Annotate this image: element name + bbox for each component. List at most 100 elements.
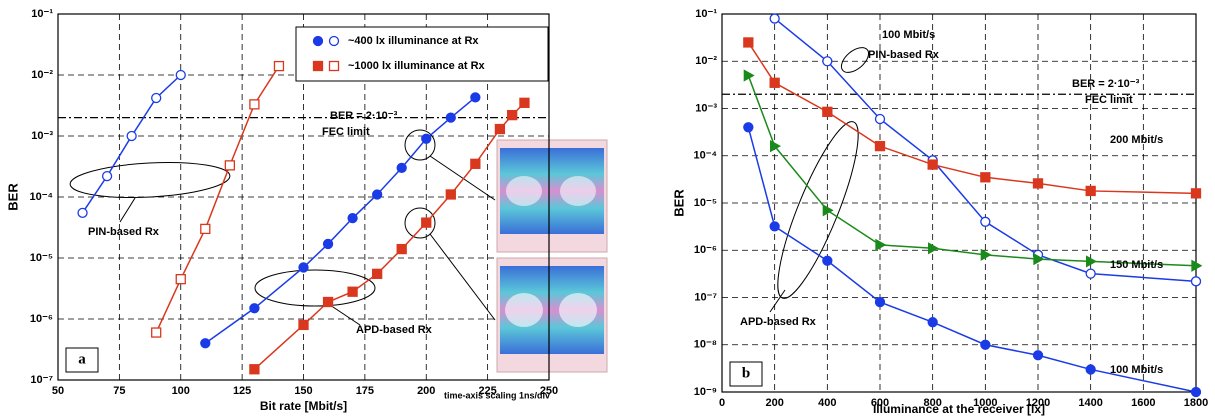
marker: [928, 318, 937, 327]
marker: [373, 190, 382, 199]
series-label: 150 Mbit/s: [1110, 259, 1163, 271]
marker: [744, 123, 753, 132]
marker: [201, 339, 210, 348]
marker: [823, 256, 832, 265]
eye-opening: [559, 293, 597, 327]
series-label: 100 Mbit/s: [1110, 364, 1163, 376]
series-line: [156, 66, 279, 332]
marker: [744, 70, 753, 80]
y-tick-label: 10⁻³: [695, 102, 717, 114]
marker: [348, 287, 357, 296]
marker: [446, 113, 455, 122]
marker: [981, 217, 990, 226]
marker: [152, 328, 161, 337]
marker: [770, 222, 779, 231]
marker: [127, 132, 136, 141]
x-tick-label: 200: [417, 385, 435, 397]
marker: [1034, 179, 1043, 188]
marker: [495, 125, 504, 134]
x-axis-label: Illuminance at the receiver [lx]: [873, 402, 1045, 416]
marker: [929, 243, 938, 253]
marker: [1192, 277, 1201, 286]
marker: [299, 320, 308, 329]
annotation: APD-based Rx: [740, 316, 817, 328]
marker: [823, 205, 832, 215]
y-tick-label: 10⁻²: [695, 55, 717, 67]
x-tick-label: 175: [356, 385, 374, 397]
marker: [152, 93, 161, 102]
x-tick-label: 0: [719, 397, 725, 409]
marker: [422, 134, 431, 143]
x-tick-label: 1800: [1184, 397, 1208, 409]
y-tick-label: 10⁻⁵: [694, 197, 717, 209]
y-tick-label: 10⁻⁴: [694, 150, 717, 162]
grid-layer: [58, 14, 1196, 392]
y-tick-label: 10⁻¹: [695, 8, 717, 20]
series-line: [748, 42, 1196, 193]
marker: [876, 142, 885, 151]
marker: [225, 161, 234, 170]
marker: [770, 78, 779, 87]
y-tick-label: 10⁻²: [31, 69, 53, 81]
marker: [250, 365, 259, 374]
marker: [471, 159, 480, 168]
y-axis-label: BER: [671, 189, 686, 217]
marker: [1192, 388, 1201, 397]
marker: [928, 160, 937, 169]
x-tick-label: 125: [233, 385, 251, 397]
marker: [314, 37, 323, 46]
marker: [176, 71, 185, 80]
series-line: [83, 75, 181, 213]
pointer: [330, 305, 360, 325]
marker: [348, 214, 357, 223]
marker: [299, 263, 308, 272]
marker: [446, 190, 455, 199]
marker: [176, 275, 185, 284]
annotation: time-axis scaling 1ns/div: [444, 390, 550, 400]
marker: [314, 62, 323, 71]
callout-ellipse: [764, 114, 872, 305]
marker: [744, 38, 753, 47]
callout-ellipse: [69, 159, 231, 201]
marker: [823, 107, 832, 116]
marker: [1086, 365, 1095, 374]
y-tick-label: 10⁻³: [31, 130, 53, 142]
y-tick-label: 10⁻⁷: [694, 291, 717, 303]
eye-diagrams: [497, 140, 607, 372]
panel-label: b: [742, 365, 750, 381]
marker: [373, 269, 382, 278]
marker: [201, 224, 210, 233]
marker: [508, 111, 517, 120]
arrow: [430, 156, 495, 200]
marker: [330, 37, 339, 46]
annotation: FEC limit: [322, 126, 370, 138]
marker: [274, 62, 283, 71]
marker: [250, 100, 259, 109]
marker: [1034, 351, 1043, 360]
x-tick-label: 1600: [1131, 397, 1155, 409]
annotation: BER = 2·10⁻³: [330, 110, 398, 122]
y-tick-label: 10⁻⁸: [694, 339, 717, 351]
arrow: [430, 234, 495, 320]
figure: 507510012515017520022525010⁻⁷10⁻⁶10⁻⁵10⁻…: [0, 0, 1215, 416]
x-tick-label: 1400: [1078, 397, 1102, 409]
series-label: 200 Mbit/s: [1110, 134, 1163, 146]
y-tick-label: 10⁻¹: [31, 8, 53, 20]
marker: [1087, 256, 1096, 266]
y-tick-label: 10⁻⁷: [30, 374, 53, 386]
marker: [1086, 186, 1095, 195]
marker: [1192, 189, 1201, 198]
marker: [520, 98, 529, 107]
x-tick-label: 50: [52, 385, 64, 397]
marker: [981, 173, 990, 182]
marker: [78, 208, 87, 217]
legend-label: ~1000 lx illuminance at Rx: [348, 60, 486, 72]
eye-opening: [506, 176, 542, 206]
pointer: [120, 198, 135, 222]
marker: [397, 163, 406, 172]
series-label: 100 Mbit/s: [882, 29, 935, 41]
x-axis-label: Bit rate [Mbit/s]: [260, 399, 347, 413]
y-tick-label: 10⁻⁹: [694, 386, 717, 398]
marker: [981, 250, 990, 260]
pointer: [770, 290, 785, 312]
